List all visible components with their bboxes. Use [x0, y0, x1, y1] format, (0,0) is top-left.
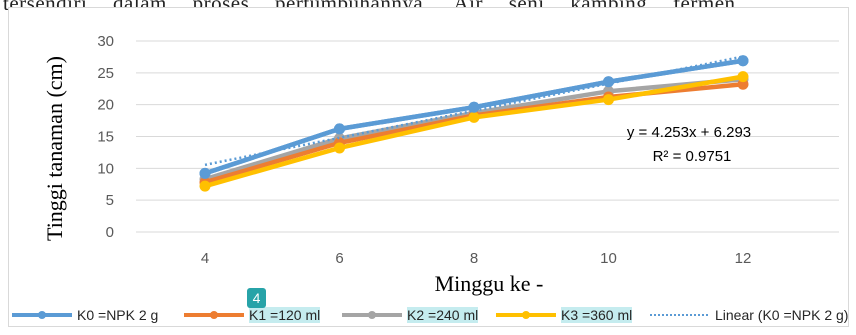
- legend-label-trendline: Linear (K0 =NPK 2 g): [715, 307, 849, 323]
- data-point-k3: [199, 180, 211, 192]
- y-tick-label: 5: [106, 192, 114, 209]
- legend-label-k0: K0 =NPK 2 g: [77, 307, 159, 323]
- data-point-k3: [603, 94, 614, 106]
- data-point-k0-top: [334, 123, 345, 135]
- chart-svg: 0 5 10 15 20 25 30 4 6 8 10 12 Tinggi tanaman (cm) Mi…: [42, 33, 839, 296]
- data-point-k1: [737, 78, 749, 90]
- x-axis-title: Minggu ke -: [435, 271, 544, 296]
- data-point-k0-top: [199, 167, 211, 179]
- trendline-equation: y = 4.253x + 6.293: [627, 124, 751, 141]
- data-point-k0-top: [468, 101, 480, 113]
- x-tick-label: 4: [201, 250, 209, 267]
- y-tick-label: 10: [97, 160, 114, 177]
- x-tick-label: 10: [600, 250, 617, 267]
- data-point-k0-top: [737, 55, 749, 67]
- legend-swatch-k3: [496, 311, 556, 319]
- legend-swatch-k2: [342, 311, 402, 319]
- legend-swatch-k0: [12, 311, 72, 319]
- trendline-r-squared: R² = 0.9751: [653, 148, 732, 165]
- y-tick-label: 30: [97, 33, 114, 50]
- x-tick-label: 6: [335, 250, 343, 267]
- legend-label-k1: K1 =120 ml: [249, 307, 321, 323]
- legend-item-k0: K0 =NPK 2 g: [10, 303, 158, 327]
- data-point-k3: [737, 71, 749, 83]
- legend: K0 =NPK 2 g K1 =120 ml K2 =240 ml K3 =36…: [10, 303, 856, 327]
- legend-label-k3: K3 =360 ml: [561, 307, 633, 323]
- data-point-k3: [334, 142, 345, 154]
- data-point-k3: [468, 111, 480, 123]
- x-tick-label: 8: [470, 250, 478, 267]
- legend-label-k2: K2 =240 ml: [407, 307, 479, 323]
- y-tick-label: 20: [97, 97, 114, 114]
- legend-swatch-trendline: [650, 314, 710, 316]
- data-point-k0-top: [603, 76, 614, 88]
- legend-item-trendline: Linear (K0 =NPK 2 g): [648, 303, 848, 327]
- y-tick-label: 0: [106, 224, 114, 241]
- y-axis-title: Tinggi tanaman (cm): [42, 56, 67, 241]
- legend-item-k3: K3 =360 ml: [494, 303, 633, 327]
- legend-swatch-k1: [184, 311, 244, 319]
- page-number-badge: 4: [247, 288, 266, 308]
- legend-item-k2: K2 =240 ml: [340, 303, 479, 327]
- y-tick-label: 15: [97, 129, 114, 146]
- y-tick-label: 25: [97, 65, 114, 82]
- chart-area: 0 5 10 15 20 25 30 4 6 8 10 12 Tinggi tanaman (cm) Mi…: [8, 7, 849, 327]
- legend-item-k1: K1 =120 ml: [182, 303, 321, 327]
- trendline: [204, 55, 744, 167]
- x-tick-label: 12: [735, 250, 752, 267]
